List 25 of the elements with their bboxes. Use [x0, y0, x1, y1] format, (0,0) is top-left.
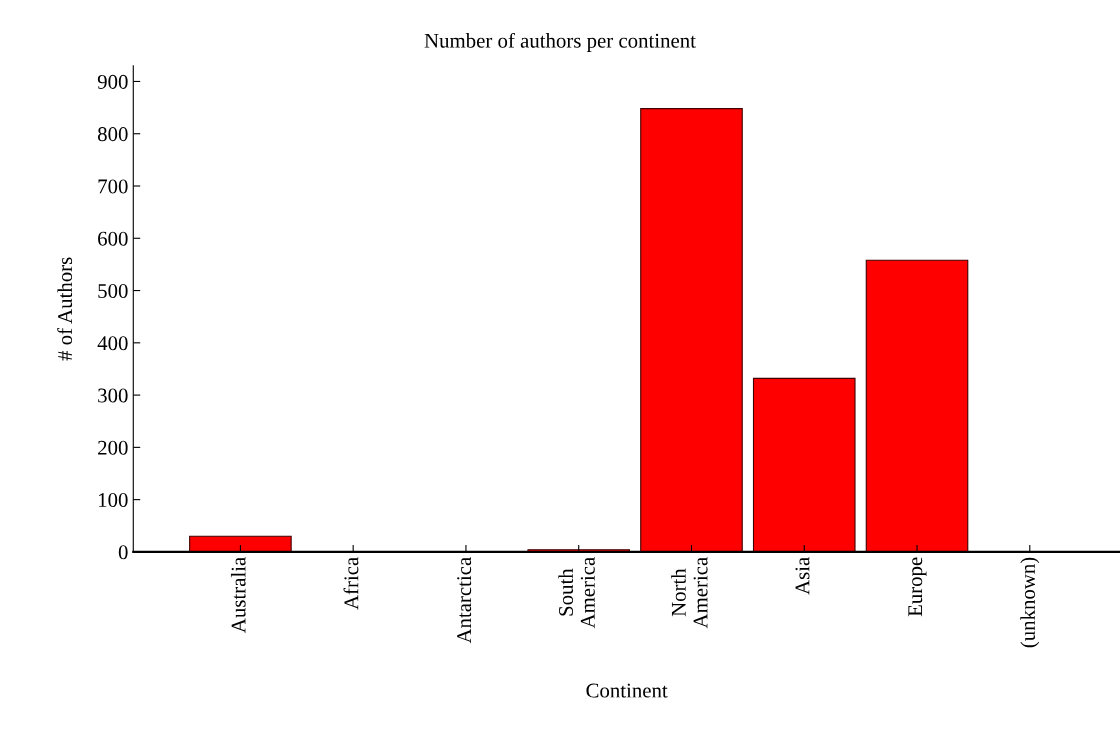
x-tick-label: South America: [558, 557, 595, 629]
y-tick-label: 600: [98, 231, 128, 246]
bar: [865, 259, 969, 552]
y-tick-label: 200: [98, 440, 128, 455]
y-tick-label: 900: [97, 74, 128, 89]
y-tick-label: 700: [98, 179, 128, 194]
x-tick-label: Antarctica: [457, 557, 472, 644]
x-tick-label: Africa: [343, 557, 359, 610]
x-tick-label: North America: [671, 557, 708, 629]
bar: [189, 535, 292, 552]
x-tick-label: Australia: [230, 557, 246, 633]
y-axis-title: # of Authors: [57, 257, 73, 361]
y-tick-label: 500: [98, 283, 128, 298]
x-tick-label: (unknown): [1020, 557, 1040, 648]
chart-title: Number of authors per continent: [424, 32, 696, 52]
x-axis-title: Continent: [586, 683, 668, 698]
bar: [752, 377, 856, 552]
bar: [640, 108, 743, 552]
y-tick-label: 100: [99, 493, 128, 508]
y-tick-label: 300: [98, 388, 128, 403]
y-tick-label: 0: [118, 545, 128, 560]
x-tick-label: Asia: [795, 557, 810, 595]
y-tick-label: 800: [97, 127, 128, 142]
y-tick-label: 400: [97, 336, 128, 351]
x-tick-label: Europe: [908, 557, 927, 617]
